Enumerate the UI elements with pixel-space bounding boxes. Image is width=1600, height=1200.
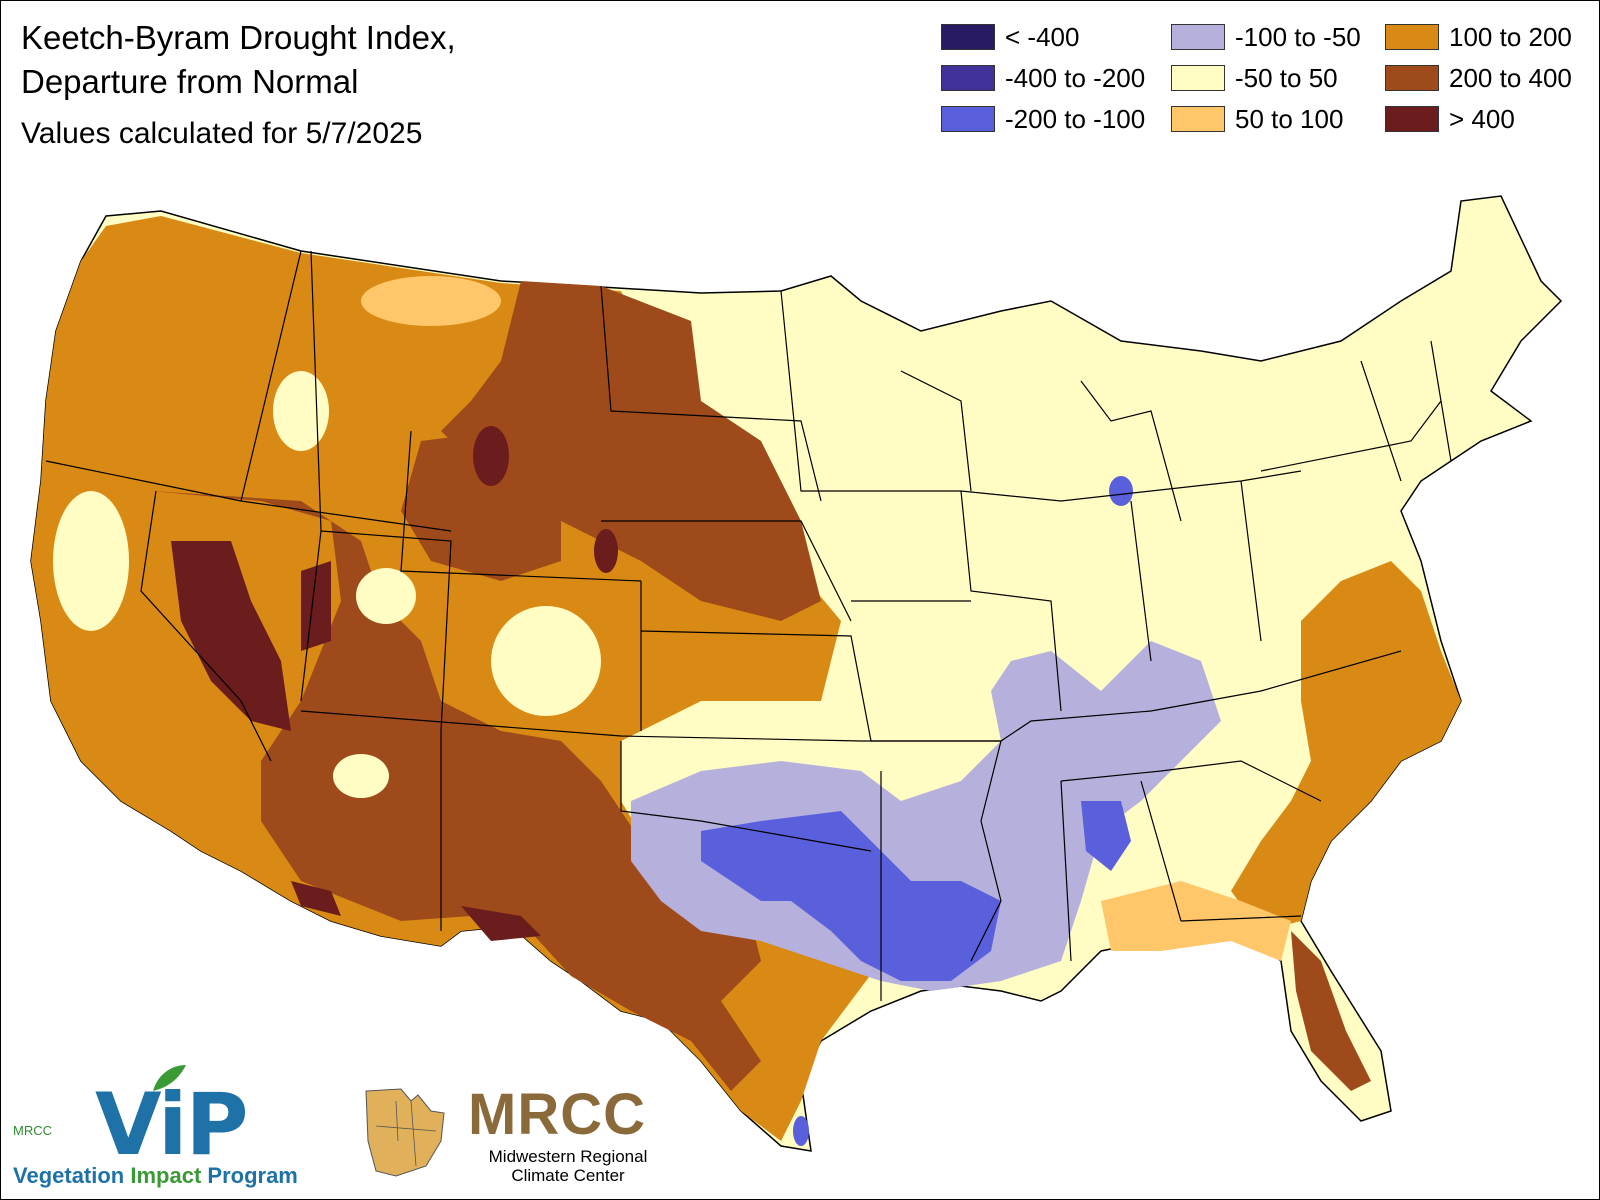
vip-text-part-2: Impact: [130, 1163, 202, 1188]
mrcc-subtitle-line-2: Climate Center: [511, 1166, 625, 1185]
legend-label: -100 to -50: [1235, 21, 1361, 52]
neutral-pocket-montana: [361, 276, 501, 326]
legend-item: < -400: [941, 22, 1079, 52]
legend-item: -50 to 50: [1171, 63, 1338, 93]
legend-swatch: [1171, 24, 1225, 50]
wet-region-alabama: [1081, 801, 1131, 871]
severe-drought-plains: [441, 281, 821, 621]
vip-logo: MRCC ViP Vegetation Impact Program: [13, 1063, 333, 1193]
legend-swatch: [941, 24, 995, 50]
legend-label: > 400: [1449, 103, 1515, 134]
legend-swatch: [941, 65, 995, 91]
neutral-pocket-utah: [356, 568, 416, 624]
severe-drought-texas: [521, 901, 761, 1091]
legend-swatch: [941, 106, 995, 132]
legend-item: > 400: [1385, 104, 1515, 134]
legend-item: 100 to 200: [1385, 22, 1572, 52]
east-coast-drought-band: [1231, 561, 1461, 931]
legend-item: 50 to 100: [1171, 104, 1343, 134]
legend-swatch: [1171, 65, 1225, 91]
neutral-pocket-colorado: [491, 606, 601, 716]
map-title-line-1: Keetch-Byram Drought Index,: [21, 19, 456, 56]
vip-text-part-3: Program: [201, 1163, 298, 1188]
wet-region-texas-coast: [793, 1116, 809, 1146]
legend-item: -400 to -200: [941, 63, 1145, 93]
legend-label: -50 to 50: [1235, 62, 1338, 93]
legend-label: 50 to 100: [1235, 103, 1344, 134]
legend-item: -100 to -50: [1171, 22, 1361, 52]
midwest-map-icon: [365, 1088, 445, 1177]
extreme-drought-wyoming-spot: [473, 426, 509, 486]
severe-drought-florida: [1291, 931, 1371, 1091]
vip-logo-small-text: MRCC: [13, 1123, 52, 1138]
severe-drought-great-basin: [151, 491, 761, 1021]
leaf-icon: [153, 1065, 186, 1091]
neutral-pocket-ca-north: [53, 491, 129, 631]
legend-label: < -400: [1005, 21, 1080, 52]
legend-label: 200 to 400: [1449, 62, 1572, 93]
extreme-drought-utah: [301, 561, 331, 651]
map-title-line-2: Departure from Normal: [21, 63, 359, 100]
legend-item: 200 to 400: [1385, 63, 1572, 93]
extreme-drought-nevada: [171, 541, 291, 731]
legend-item: -200 to -100: [941, 104, 1145, 134]
extreme-drought-southwest: [291, 881, 341, 916]
vip-text-part-1: Vegetation: [13, 1163, 131, 1188]
legend-label: -200 to -100: [1005, 103, 1146, 134]
extreme-drought-nebraska-spot: [594, 529, 618, 573]
severe-drought-wyoming: [401, 431, 561, 581]
legend-swatch: [1385, 65, 1439, 91]
neutral-pocket-arizona: [333, 754, 389, 798]
wet-region-michigan: [1109, 476, 1133, 506]
vip-logo-text: Vegetation Impact Program: [13, 1163, 298, 1189]
legend-label: -400 to -200: [1005, 62, 1146, 93]
vip-logo-mark: ViP: [95, 1075, 249, 1175]
state-boundaries: [45, 250, 1452, 1001]
extreme-drought-nm-tx: [461, 906, 541, 941]
mrcc-logo-subtitle: Midwestern Regional Climate Center: [468, 1147, 668, 1185]
se-drought-band: [1101, 881, 1291, 961]
map-date-subtitle: Values calculated for 5/7/2025: [21, 117, 423, 150]
legend-swatch: [1385, 24, 1439, 50]
mrcc-logo: MRCC Midwestern Regional Climate Center: [356, 1081, 686, 1196]
wet-region-light: [631, 641, 1221, 991]
legend-swatch: [1171, 106, 1225, 132]
mrcc-logo-mark: MRCC: [468, 1082, 646, 1147]
mrcc-subtitle-line-1: Midwestern Regional: [488, 1147, 648, 1166]
wet-region-moderate: [701, 811, 1001, 981]
legend-label: 100 to 200: [1449, 21, 1572, 52]
legend-swatch: [1385, 106, 1439, 132]
neutral-pocket-idaho: [273, 371, 329, 451]
